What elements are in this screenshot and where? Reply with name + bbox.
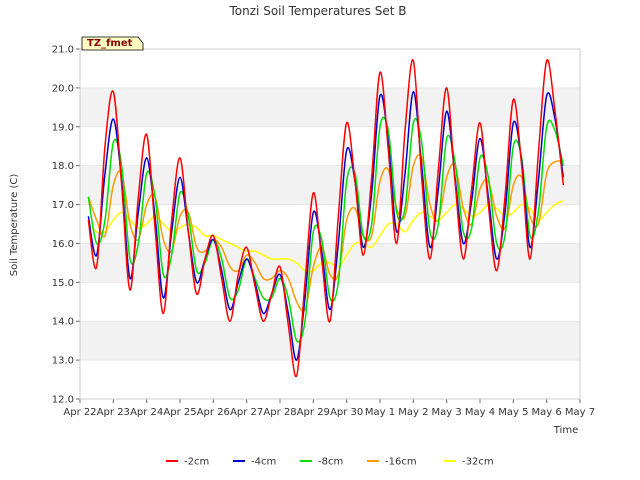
y-tick-label: 17.0 (52, 200, 74, 211)
series-lines (87, 59, 565, 378)
series-line-16cmcm (87, 154, 564, 313)
x-tick-label: Apr 29 (297, 407, 330, 418)
x-tick-label: May 2 (398, 407, 428, 418)
y-axis-label: Soil Temperature (C) (9, 174, 20, 277)
x-tick-label: Apr 26 (197, 407, 230, 418)
y-tick-label: 14.0 (52, 317, 74, 328)
y-tick-label: 15.0 (52, 278, 74, 289)
x-tick-label: May 5 (498, 407, 528, 418)
y-tick-label: 21.0 (52, 45, 74, 56)
x-tick-label: Apr 24 (130, 407, 163, 418)
badge-box (81, 36, 144, 51)
y-tick-label: 19.0 (52, 122, 74, 133)
grid-band (80, 87, 580, 127)
x-tick-label: Apr 22 (63, 407, 96, 418)
x-tick-label: May 1 (365, 407, 395, 418)
x-tick-label: May 7 (565, 407, 595, 418)
x-axis-label: Time (553, 425, 578, 436)
legend-entry: -8cm (318, 457, 343, 468)
x-tick-label: Apr 27 (230, 407, 263, 418)
x-tick-label: Apr 25 (163, 407, 196, 418)
plot-border (79, 48, 581, 400)
y-tick-label: 18.0 (52, 161, 74, 172)
station-badge: TZ_fmet (81, 36, 144, 51)
legend-entry: -4cm (251, 457, 276, 468)
legend-entry: -32cm (462, 457, 494, 468)
x-tick-label: May 6 (532, 407, 562, 418)
x-axis: Apr 22 Apr 23 Apr 24 Apr 25 Apr 26 Apr 27 Apr … (63, 399, 595, 418)
chart-title: Tonzi Soil Temperatures Set B (229, 4, 407, 18)
grid-bands (80, 87, 580, 361)
x-tick-label: Apr 23 (97, 407, 130, 418)
y-tick-label: 16.0 (52, 239, 74, 250)
y-tick-label: 13.0 (52, 356, 74, 367)
y-tick-label: 20.0 (52, 83, 74, 94)
x-tick-label: May 4 (465, 407, 495, 418)
y-tick-label: 12.0 (52, 395, 74, 406)
legend: -2cm -4cm -8cm -16cm -32cm (166, 457, 494, 468)
grid-band (80, 321, 580, 361)
badge-label: TZ_fmet (87, 38, 133, 49)
legend-entry: -2cm (184, 457, 209, 468)
y-axis: 12.0 13.0 14.0 15.0 16.0 17.0 18.0 19.0 20.0 21.0 (52, 45, 80, 406)
x-tick-label: Apr 30 (330, 407, 363, 418)
x-tick-label: May 3 (432, 407, 462, 418)
x-tick-label: Apr 28 (263, 407, 296, 418)
series-line-2cmcm (87, 59, 565, 378)
legend-entry: -16cm (385, 457, 417, 468)
grid-band (80, 165, 580, 205)
